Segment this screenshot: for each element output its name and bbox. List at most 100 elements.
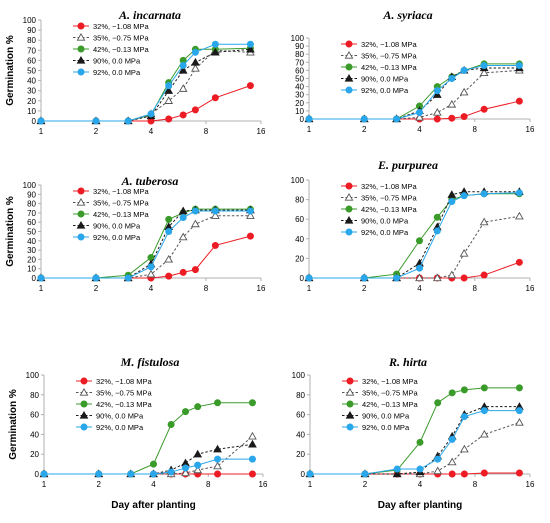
legend-marker xyxy=(76,32,86,41)
y-tick-label: 100 xyxy=(26,371,40,380)
y-tick-label: 60 xyxy=(295,66,304,75)
data-point xyxy=(191,57,200,66)
data-point xyxy=(146,269,156,278)
x-axis-label: Day after planting xyxy=(378,500,462,511)
data-point xyxy=(433,115,441,123)
legend-label: 92%, 0.0 MPa xyxy=(93,233,141,242)
panel-title: E. purpurea xyxy=(377,158,438,172)
data-point xyxy=(460,444,469,453)
data-point xyxy=(415,109,423,117)
data-point xyxy=(432,90,442,98)
data-point xyxy=(178,65,188,74)
legend-marker xyxy=(76,55,86,64)
data-point xyxy=(447,99,457,108)
legend-label: 90%, 0.0 MPa xyxy=(93,56,141,65)
data-point xyxy=(182,408,190,416)
data-point xyxy=(393,274,401,282)
data-point xyxy=(480,190,488,198)
x-tick-label: 16 xyxy=(526,284,535,293)
data-point xyxy=(393,115,401,123)
x-tick-label: 4 xyxy=(417,284,422,293)
data-point xyxy=(480,469,488,477)
data-point xyxy=(191,106,199,114)
panel-5: M. fistulosa 0 20 40 60 80 100 1 2 4 8 16 Germinatio… xyxy=(8,355,268,511)
data-point xyxy=(124,274,132,282)
data-point xyxy=(515,418,524,426)
legend-label: 32%, −1.08 MPa xyxy=(96,377,152,386)
panel-title: R. hirta xyxy=(388,355,427,369)
data-point xyxy=(165,228,173,236)
legend-label: 32%, −1.08 MPa xyxy=(361,182,417,191)
data-point xyxy=(515,407,523,415)
data-point xyxy=(214,455,222,463)
y-tick-label: 70 xyxy=(27,209,36,218)
data-point xyxy=(480,384,488,392)
y-tick-label: 100 xyxy=(291,34,305,43)
series-line xyxy=(41,235,251,279)
legend-marker xyxy=(77,22,85,30)
y-tick-label: 40 xyxy=(295,83,304,92)
data-point xyxy=(211,40,219,48)
y-tick-label: 80 xyxy=(296,391,305,400)
data-point xyxy=(248,399,256,407)
data-point xyxy=(480,105,488,113)
legend-marker xyxy=(344,73,354,82)
data-point xyxy=(515,384,523,392)
data-point xyxy=(460,113,468,121)
data-point xyxy=(433,87,441,95)
legend-marker xyxy=(345,40,353,48)
data-point xyxy=(191,266,199,274)
legend-marker xyxy=(345,387,355,396)
data-point xyxy=(415,264,423,272)
x-tick-label: 1 xyxy=(39,127,44,136)
data-point xyxy=(211,241,219,249)
y-tick-label: 20 xyxy=(295,254,304,263)
data-point xyxy=(165,272,173,280)
data-point xyxy=(433,213,441,221)
y-tick-label: 80 xyxy=(27,200,36,209)
y-tick-label: 20 xyxy=(296,450,305,459)
x-tick-label: 4 xyxy=(149,127,154,136)
y-tick-label: 0 xyxy=(300,115,305,124)
legend-marker xyxy=(77,68,85,76)
data-point xyxy=(432,273,442,282)
legend-label: 35%, −0.75 MPa xyxy=(361,193,417,202)
series-line xyxy=(41,47,251,122)
data-point xyxy=(460,470,468,478)
data-point xyxy=(178,206,188,215)
data-point xyxy=(246,44,255,53)
legend-label: 42%, −0.13 MPa xyxy=(93,210,149,219)
y-tick-label: 0 xyxy=(32,274,37,283)
legend-label: 35%, −0.75 MPa xyxy=(361,51,417,60)
x-tick-label: 2 xyxy=(94,284,99,293)
data-point xyxy=(179,214,187,222)
legend-label: 32%, −1.08 MPa xyxy=(362,377,418,386)
x-tick-label: 4 xyxy=(418,480,423,489)
legend-label: 92%, 0.0 MPa xyxy=(361,228,409,237)
y-tick-label: 40 xyxy=(296,430,305,439)
data-point xyxy=(150,460,158,468)
legend-marker xyxy=(345,182,353,190)
legend-label: 90%, 0.0 MPa xyxy=(96,411,144,420)
legend-label: 32%, −1.08 MPa xyxy=(361,40,417,49)
data-point xyxy=(213,444,222,453)
data-point xyxy=(181,468,190,477)
panel-title: M. fistulosa xyxy=(120,355,180,369)
legend-marker xyxy=(344,50,354,59)
data-point xyxy=(179,268,187,276)
data-point xyxy=(213,461,222,470)
legend-marker xyxy=(345,410,355,419)
legend-label: 92%, 0.0 MPa xyxy=(93,68,141,77)
data-point xyxy=(393,465,401,473)
y-tick-label: 40 xyxy=(295,235,304,244)
legend-label: 92%, 0.0 MPa xyxy=(96,423,144,432)
legend-marker xyxy=(76,197,86,206)
legend-marker xyxy=(80,400,88,408)
y-tick-label: 10 xyxy=(27,107,36,116)
y-tick-label: 80 xyxy=(27,36,36,45)
data-point xyxy=(448,114,456,122)
legend-label: 32%, −1.08 MPa xyxy=(93,22,149,31)
data-point xyxy=(191,219,200,228)
